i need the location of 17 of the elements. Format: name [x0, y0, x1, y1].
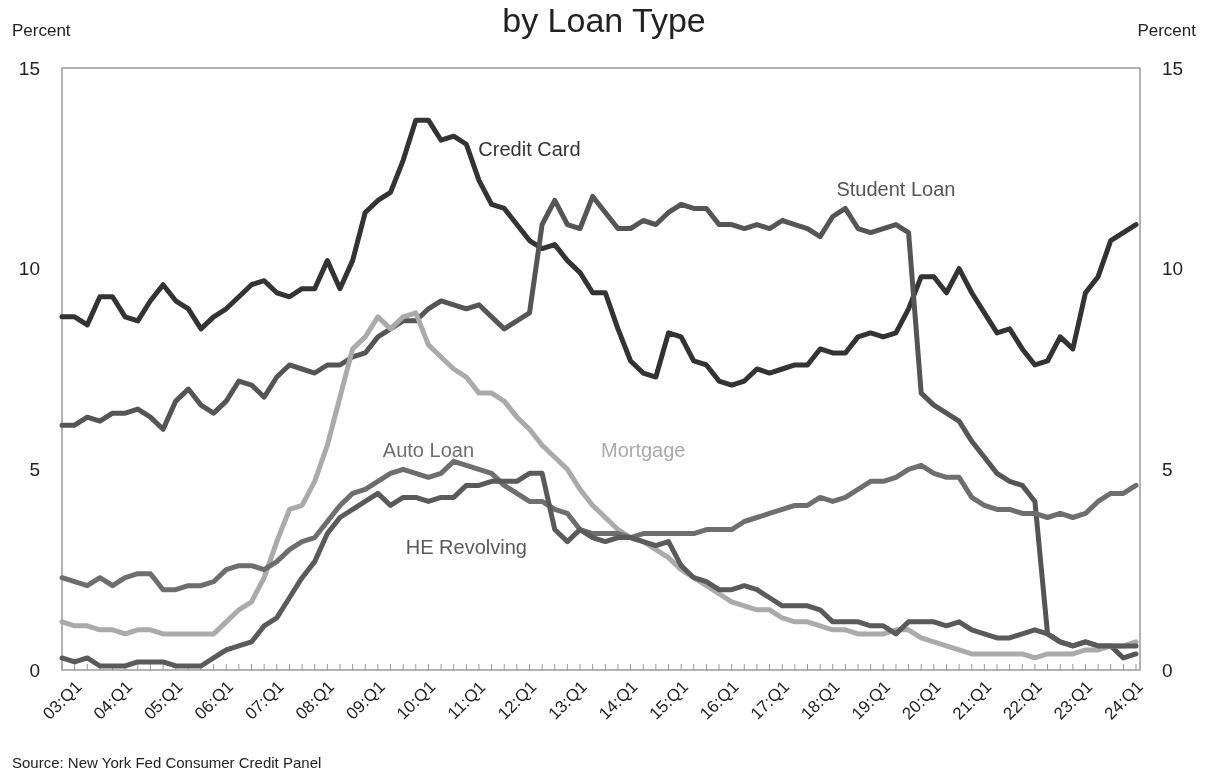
y2-tick-label: 10 [1162, 258, 1184, 280]
y2-axis-title: Percent [1137, 21, 1197, 40]
y2-tick-label: 15 [1162, 57, 1184, 79]
y-tick-label: 10 [18, 258, 40, 280]
y2-tick-label: 0 [1162, 659, 1173, 681]
y-tick-label: 5 [29, 458, 40, 480]
series-label: HE Revolving [405, 535, 527, 558]
y-axis-title: Percent [12, 21, 71, 40]
chart-title: by Loan Type [502, 1, 706, 39]
series-label: Student Loan [836, 178, 956, 201]
series-label: Credit Card [478, 138, 581, 161]
y2-tick-label: 5 [1162, 458, 1173, 480]
y-tick-label: 0 [29, 659, 40, 681]
source-note: Source: New York Fed Consumer Credit Panel [12, 754, 322, 771]
series-label: Auto Loan [382, 439, 475, 462]
series-label: Mortgage [600, 439, 686, 462]
y-tick-label: 15 [18, 57, 40, 79]
